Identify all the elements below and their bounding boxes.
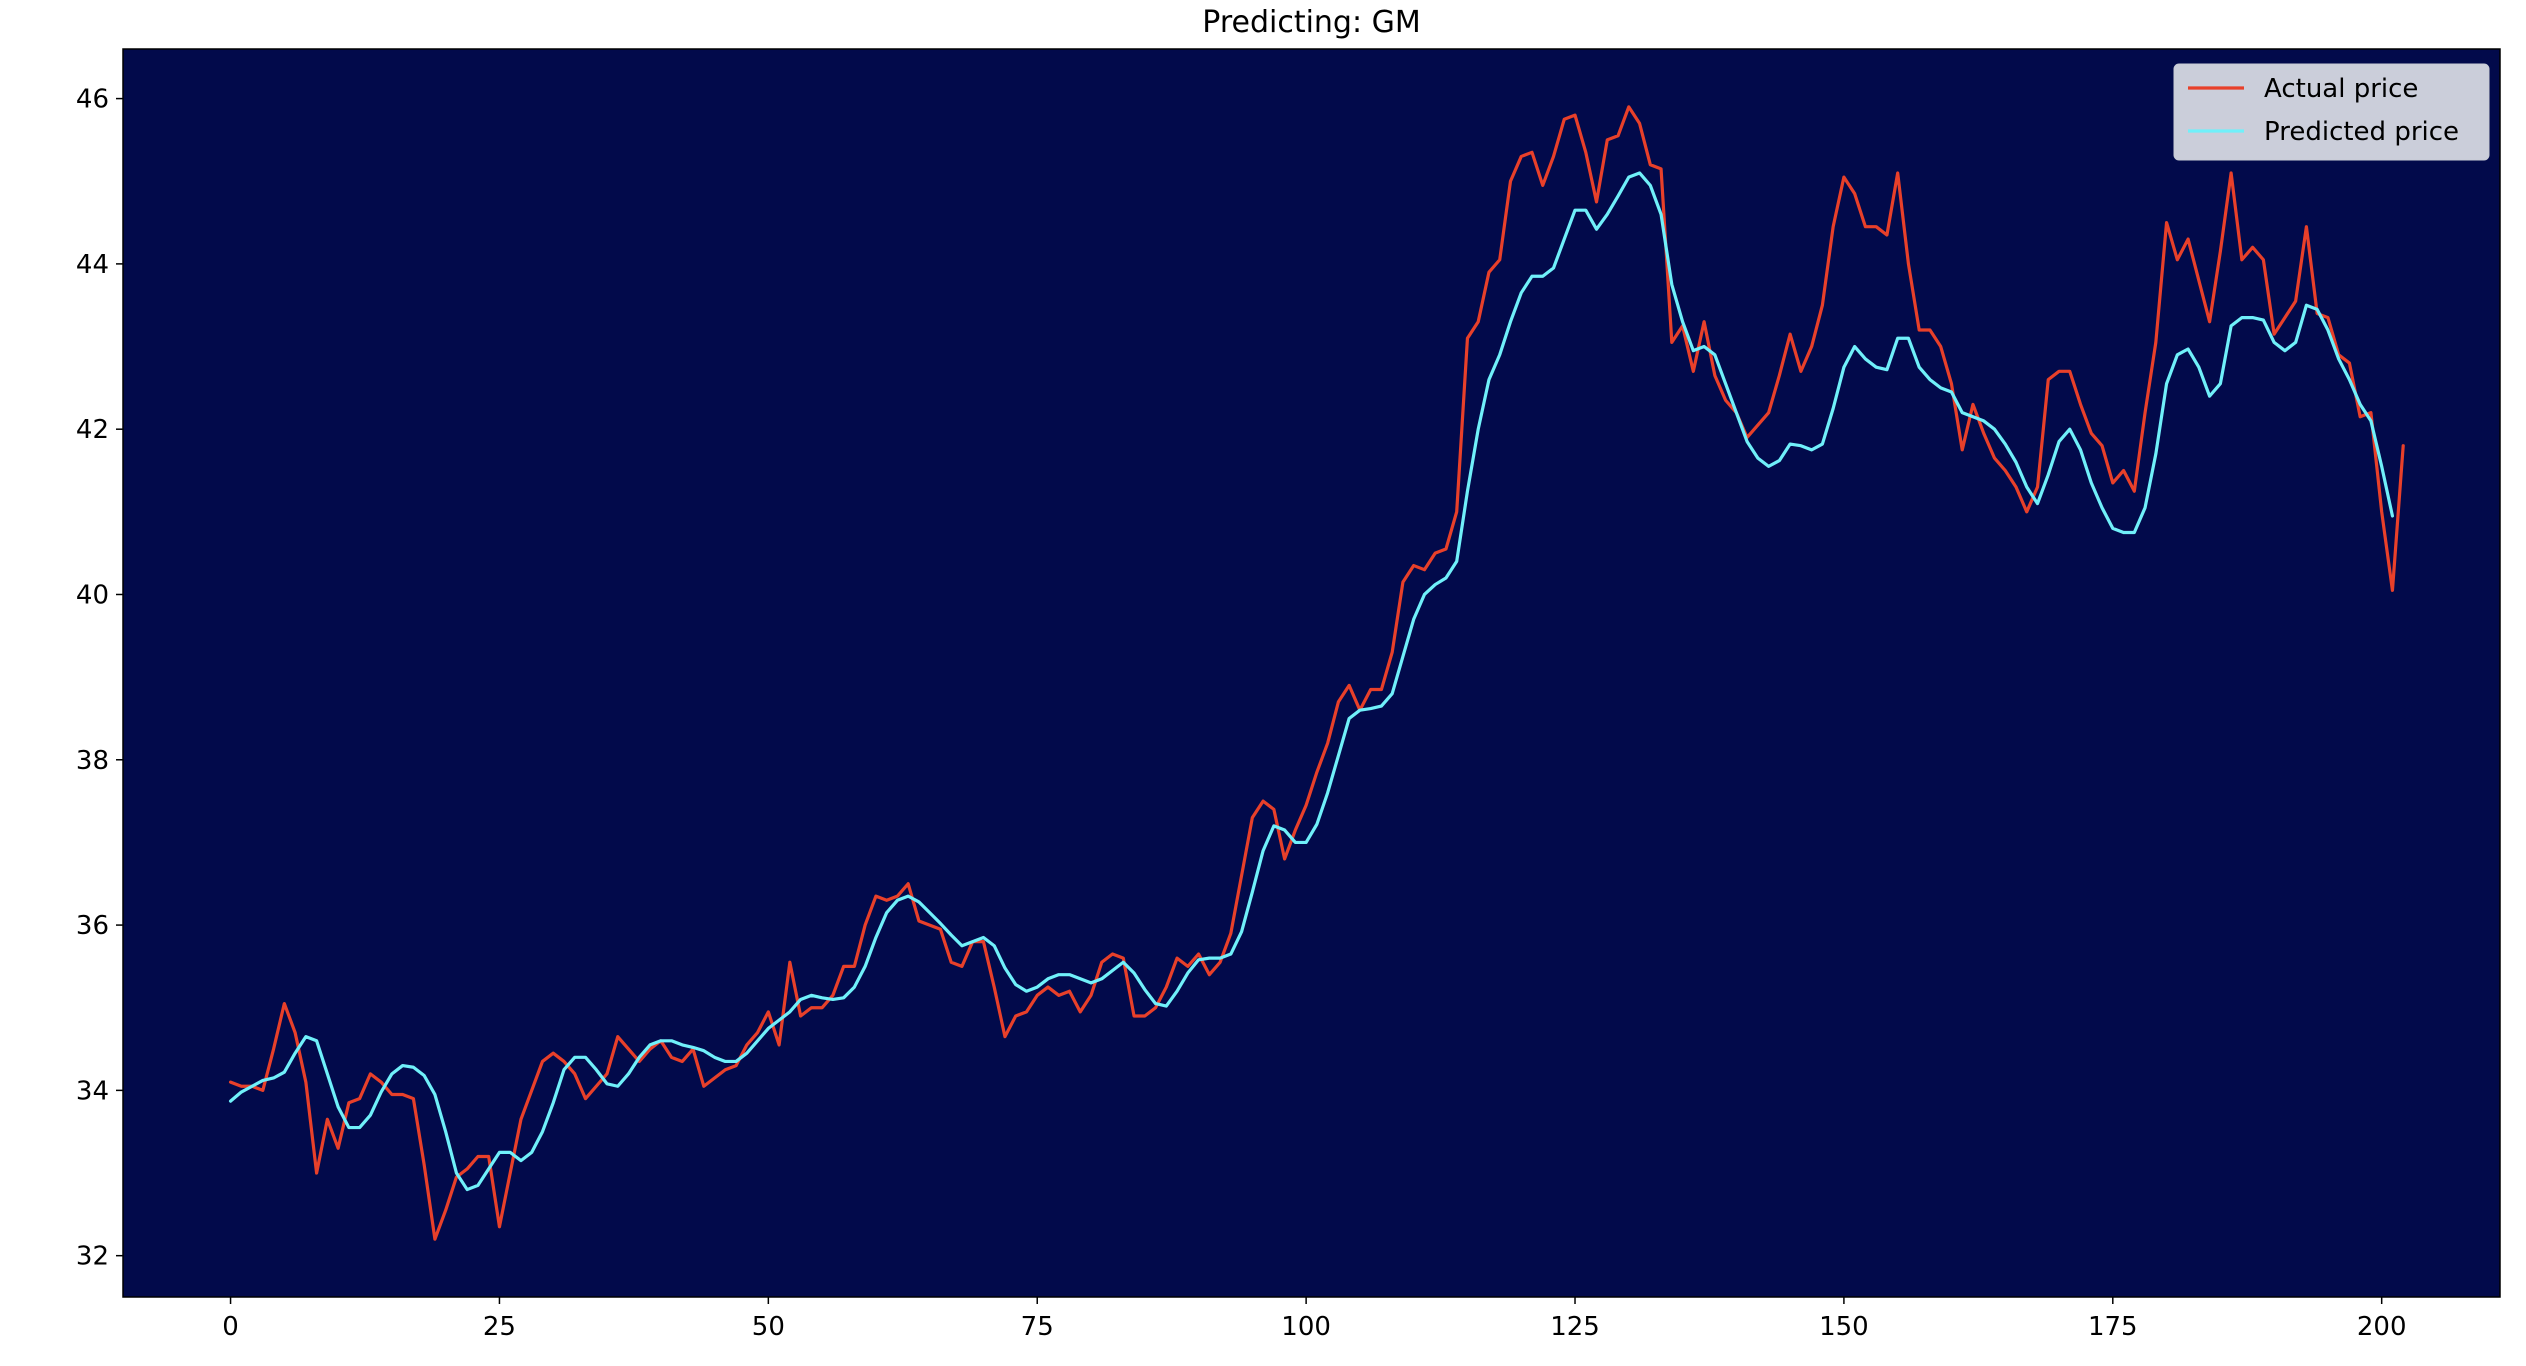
y-axis: 32 34 36 38 40 42 44 46 bbox=[76, 85, 123, 1272]
y-tick-label: 38 bbox=[76, 746, 109, 776]
x-tick-label: 175 bbox=[2088, 1312, 2138, 1342]
legend-box bbox=[2173, 63, 2490, 161]
x-tick-label: 125 bbox=[1550, 1312, 1600, 1342]
series-line-predicted-price bbox=[228, 171, 2395, 1192]
x-tick-label: 0 bbox=[222, 1312, 239, 1342]
y-tick-label: 34 bbox=[76, 1076, 109, 1106]
y-tick-label: 46 bbox=[76, 85, 109, 115]
x-tick-label: 200 bbox=[2357, 1312, 2407, 1342]
x-axis: 0 25 50 75 100 125 150 175 200 bbox=[222, 1297, 2407, 1342]
plot-area bbox=[123, 49, 2500, 1297]
plot-frame bbox=[122, 48, 2501, 1298]
series-line-actual-price bbox=[228, 105, 2405, 1241]
legend: Actual price Predicted price bbox=[2173, 63, 2490, 161]
chart-title: Predicting: GM bbox=[1202, 5, 1421, 40]
legend-label: Predicted price bbox=[2264, 117, 2459, 147]
x-tick-label: 150 bbox=[1819, 1312, 1869, 1342]
y-tick-label: 44 bbox=[76, 250, 109, 280]
legend-label: Actual price bbox=[2264, 74, 2418, 104]
y-tick-label: 42 bbox=[76, 415, 109, 445]
x-tick-label: 75 bbox=[1021, 1312, 1054, 1342]
series-layer bbox=[228, 105, 2405, 1241]
x-tick-label: 25 bbox=[483, 1312, 516, 1342]
x-tick-label: 100 bbox=[1281, 1312, 1331, 1342]
x-tick-label: 50 bbox=[752, 1312, 785, 1342]
y-tick-label: 36 bbox=[76, 911, 109, 941]
y-tick-label: 32 bbox=[76, 1242, 109, 1272]
y-tick-label: 40 bbox=[76, 580, 109, 610]
